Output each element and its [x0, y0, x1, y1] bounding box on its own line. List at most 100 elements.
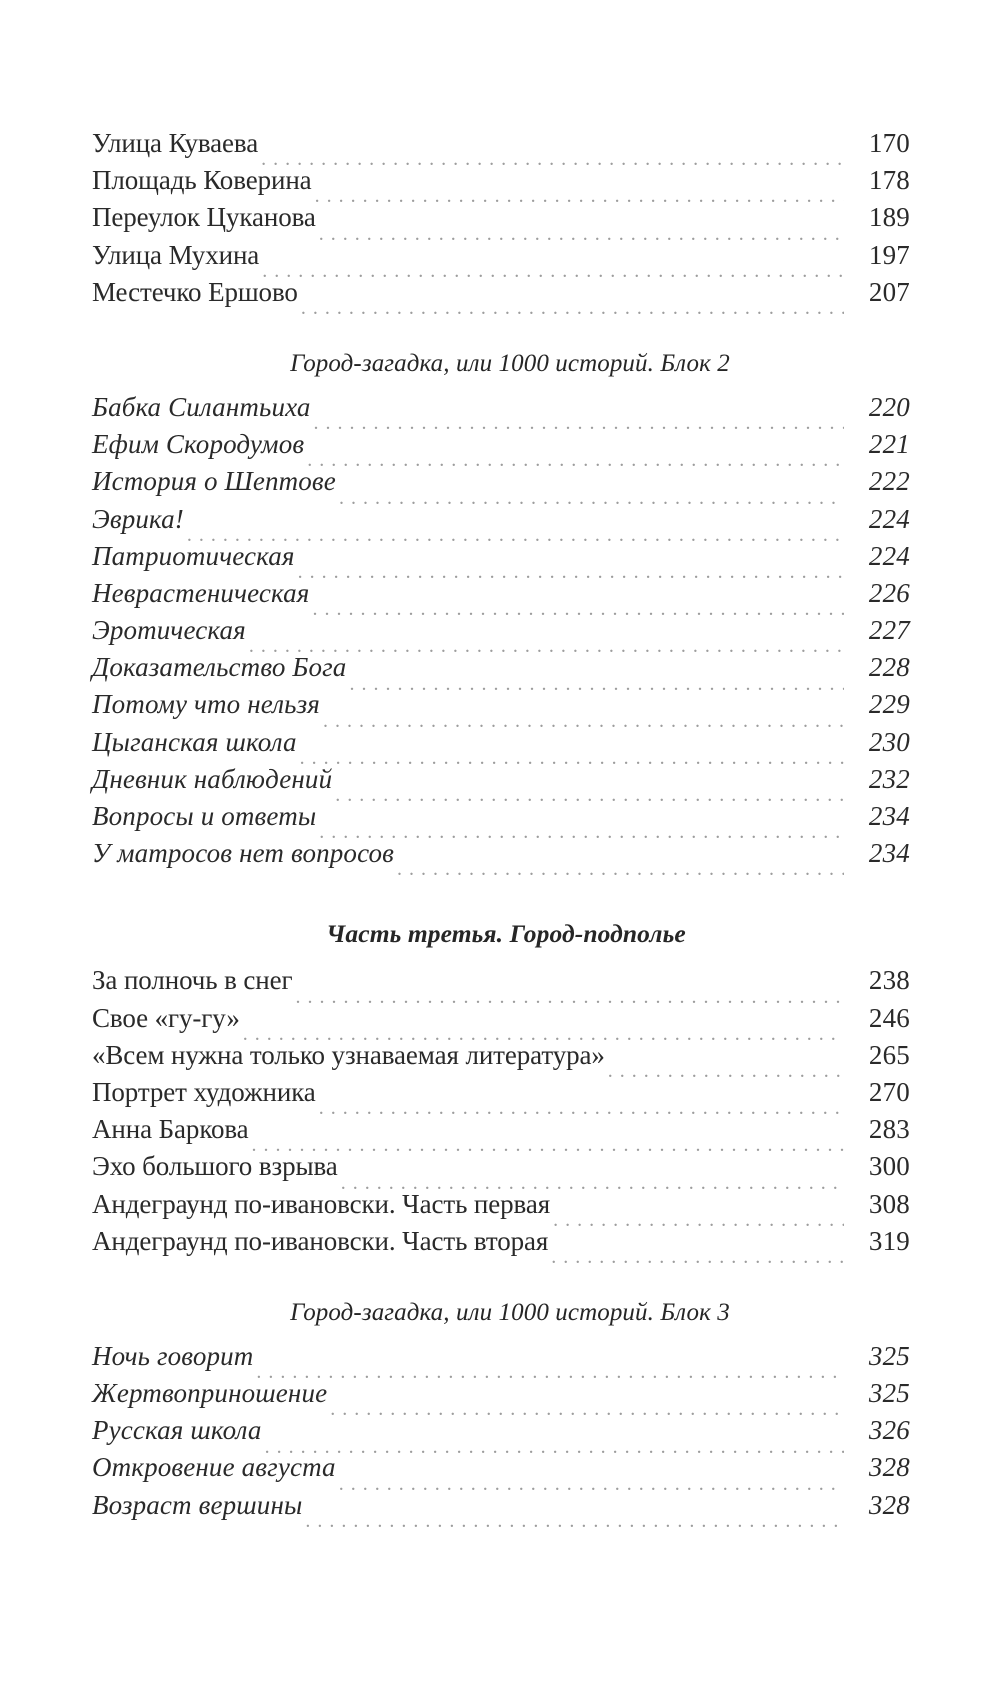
toc-entry[interactable]: Андеграунд по-ивановски. Часть первая 308 [92, 1188, 910, 1228]
toc-entry[interactable]: Эротическая 227 [92, 617, 910, 654]
toc-entry-title: Потому что нельзя [92, 689, 320, 720]
toc-leader-dots [265, 1437, 844, 1453]
toc-entry-title: Переулок Цуканова [92, 202, 316, 233]
toc-entry-title: Вопросы и ответы [92, 801, 317, 831]
toc-entry-page-number: 270 [868, 1076, 910, 1107]
table-of-contents: Улица Куваева 170 Площадь Коверина 178 Переу… [92, 130, 910, 1529]
toc-entry[interactable]: Неврастеническая 226 [92, 577, 910, 617]
toc-leader-dots [252, 1135, 844, 1151]
toc-leader-dots [296, 987, 844, 1003]
toc-entry[interactable]: Портрет художника 270 [92, 1076, 910, 1116]
toc-leader-dots [314, 413, 844, 429]
toc-entry-page-number: 325 [868, 1340, 910, 1371]
toc-entry-title: Ефим Скородумов [92, 429, 305, 460]
toc-entry-title: Ночь говорит [92, 1340, 254, 1371]
toc-entry-page-number: 220 [868, 391, 910, 422]
toc-leader-dots [305, 1511, 844, 1527]
toc-entry-page-number: 178 [868, 165, 910, 196]
toc-entry-title: Андеграунд по-ивановски. Часть первая [92, 1188, 551, 1219]
toc-entry[interactable]: Вопросы и ответы 234 [92, 803, 910, 840]
toc-entry[interactable]: Откровение августа 328 [92, 1454, 910, 1491]
toc-leader-dots [249, 636, 844, 652]
toc-entry-page-number: 224 [868, 540, 910, 571]
toc-entry[interactable]: Улица Куваева 170 [92, 130, 910, 167]
toc-entry-page-number: 300 [868, 1151, 910, 1182]
toc-entry[interactable]: Бабка Силантьиха 220 [92, 391, 910, 431]
toc-leader-dots [312, 599, 844, 615]
toc-entry-page-number: 227 [868, 615, 910, 646]
toc-entry-title: Неврастеническая [92, 577, 310, 608]
toc-entry[interactable]: Свое «гу-гу» 246 [92, 1004, 910, 1042]
toc-entry[interactable]: Местечко Ершово 207 [92, 276, 910, 316]
toc-leader-dots [319, 1098, 844, 1114]
toc-entry[interactable]: Эврика! 224 [92, 503, 910, 543]
toc-entry[interactable]: Дневник наблюдений 232 [92, 763, 910, 803]
toc-entry[interactable]: Русская школа 326 [92, 1417, 910, 1454]
toc-entry[interactable]: Анна Баркова 283 [92, 1116, 910, 1153]
toc-leader-dots [261, 149, 844, 165]
toc-entry-title: Улица Куваева [92, 128, 259, 158]
toc-leader-dots [243, 1024, 844, 1040]
toc-entry-title: Русская школа [92, 1415, 262, 1446]
toc-leader-dots [341, 1173, 844, 1189]
toc-entry[interactable]: Ночь говорит 325 [92, 1340, 910, 1380]
toc-entry-title: Площадь Коверина [92, 165, 312, 196]
toc-leader-dots [300, 748, 844, 764]
toc-entry[interactable]: За полночь в снег 238 [92, 967, 910, 1004]
toc-leader-dots [319, 822, 844, 838]
toc-entry[interactable]: Переулок Цуканова 189 [92, 204, 910, 241]
toc-leader-dots [323, 711, 844, 727]
toc-entry-page-number: 226 [868, 577, 910, 608]
toc-entry[interactable]: Площадь Коверина 178 [92, 167, 910, 204]
toc-entry-page-number: 283 [868, 1114, 910, 1145]
section-heading: Город-загадка, или 1000 историй. Блок 3 [290, 1298, 730, 1326]
toc-leader-dots [339, 488, 844, 504]
toc-entry[interactable]: Улица Мухина 197 [92, 239, 910, 279]
toc-entry[interactable]: Потому что нельзя 229 [92, 691, 910, 728]
toc-entry-page-number: 232 [868, 763, 910, 794]
toc-leader-dots [553, 1210, 844, 1226]
toc-entry-page-number: 170 [868, 128, 910, 158]
toc-entry-page-number: 224 [868, 503, 910, 534]
toc-entry-title: «Всем нужна только узнаваемая литература… [92, 1039, 605, 1070]
toc-section: Город-загадка, или 1000 историй. Блок 3 Н… [92, 1299, 910, 1529]
toc-leader-dots [319, 224, 844, 240]
toc-section: Улица Куваева 170 Площадь Коверина 178 Переу… [92, 130, 910, 316]
toc-entry[interactable]: «Всем нужна только узнаваемая литература… [92, 1039, 910, 1079]
toc-entry[interactable]: Доказательство Бога 228 [92, 654, 910, 691]
toc-entry-title: У матросов нет вопросов [92, 838, 395, 869]
toc-entry-page-number: 207 [868, 276, 910, 307]
toc-entry[interactable]: Цыганская школа 230 [92, 726, 910, 766]
toc-entry[interactable]: История о Шептове 222 [92, 468, 910, 505]
toc-entry-page-number: 197 [868, 239, 910, 270]
toc-entry-page-number: 234 [868, 801, 910, 831]
toc-leader-dots [608, 1061, 844, 1077]
toc-entry[interactable]: Жертвоприношение 325 [92, 1380, 910, 1417]
toc-entry-title: Эротическая [92, 615, 246, 646]
toc-entry[interactable]: Возраст вершины 328 [92, 1489, 910, 1529]
toc-leader-dots [339, 1474, 844, 1490]
toc-entry-title: За полночь в снег [92, 965, 293, 996]
toc-entry[interactable]: Андеграунд по-ивановски. Часть вторая 319 [92, 1225, 910, 1265]
toc-entry-title: Эврика! [92, 503, 184, 534]
toc-entry-title: Жертвоприношение [92, 1378, 328, 1409]
toc-leader-dots [301, 298, 844, 314]
toc-entry-page-number: 328 [868, 1452, 910, 1483]
toc-entry-page-number: 230 [868, 726, 910, 757]
toc-entry[interactable]: Ефим Скородумов 221 [92, 431, 910, 468]
toc-entry[interactable]: Патриотическая 224 [92, 540, 910, 580]
toc-entry-title: Улица Мухина [92, 239, 260, 270]
toc-entry[interactable]: У матросов нет вопросов 234 [92, 840, 910, 877]
toc-entry[interactable]: Эхо большого взрыва 300 [92, 1153, 910, 1190]
toc-entry-page-number: 319 [868, 1225, 910, 1256]
toc-entry-title: Дневник наблюдений [92, 763, 333, 794]
toc-leader-dots [330, 1399, 844, 1415]
toc-entry-title: Цыганская школа [92, 726, 297, 757]
section-heading: Город-загадка, или 1000 историй. Блок 2 [290, 349, 730, 377]
toc-section: Часть третья. Город-подполье За полночь в… [92, 919, 910, 1265]
toc-entry-page-number: 189 [868, 202, 910, 233]
toc-entry-page-number: 326 [868, 1415, 910, 1446]
toc-entry-page-number: 328 [868, 1489, 910, 1520]
toc-entry-title: Доказательство Бога [92, 652, 347, 683]
